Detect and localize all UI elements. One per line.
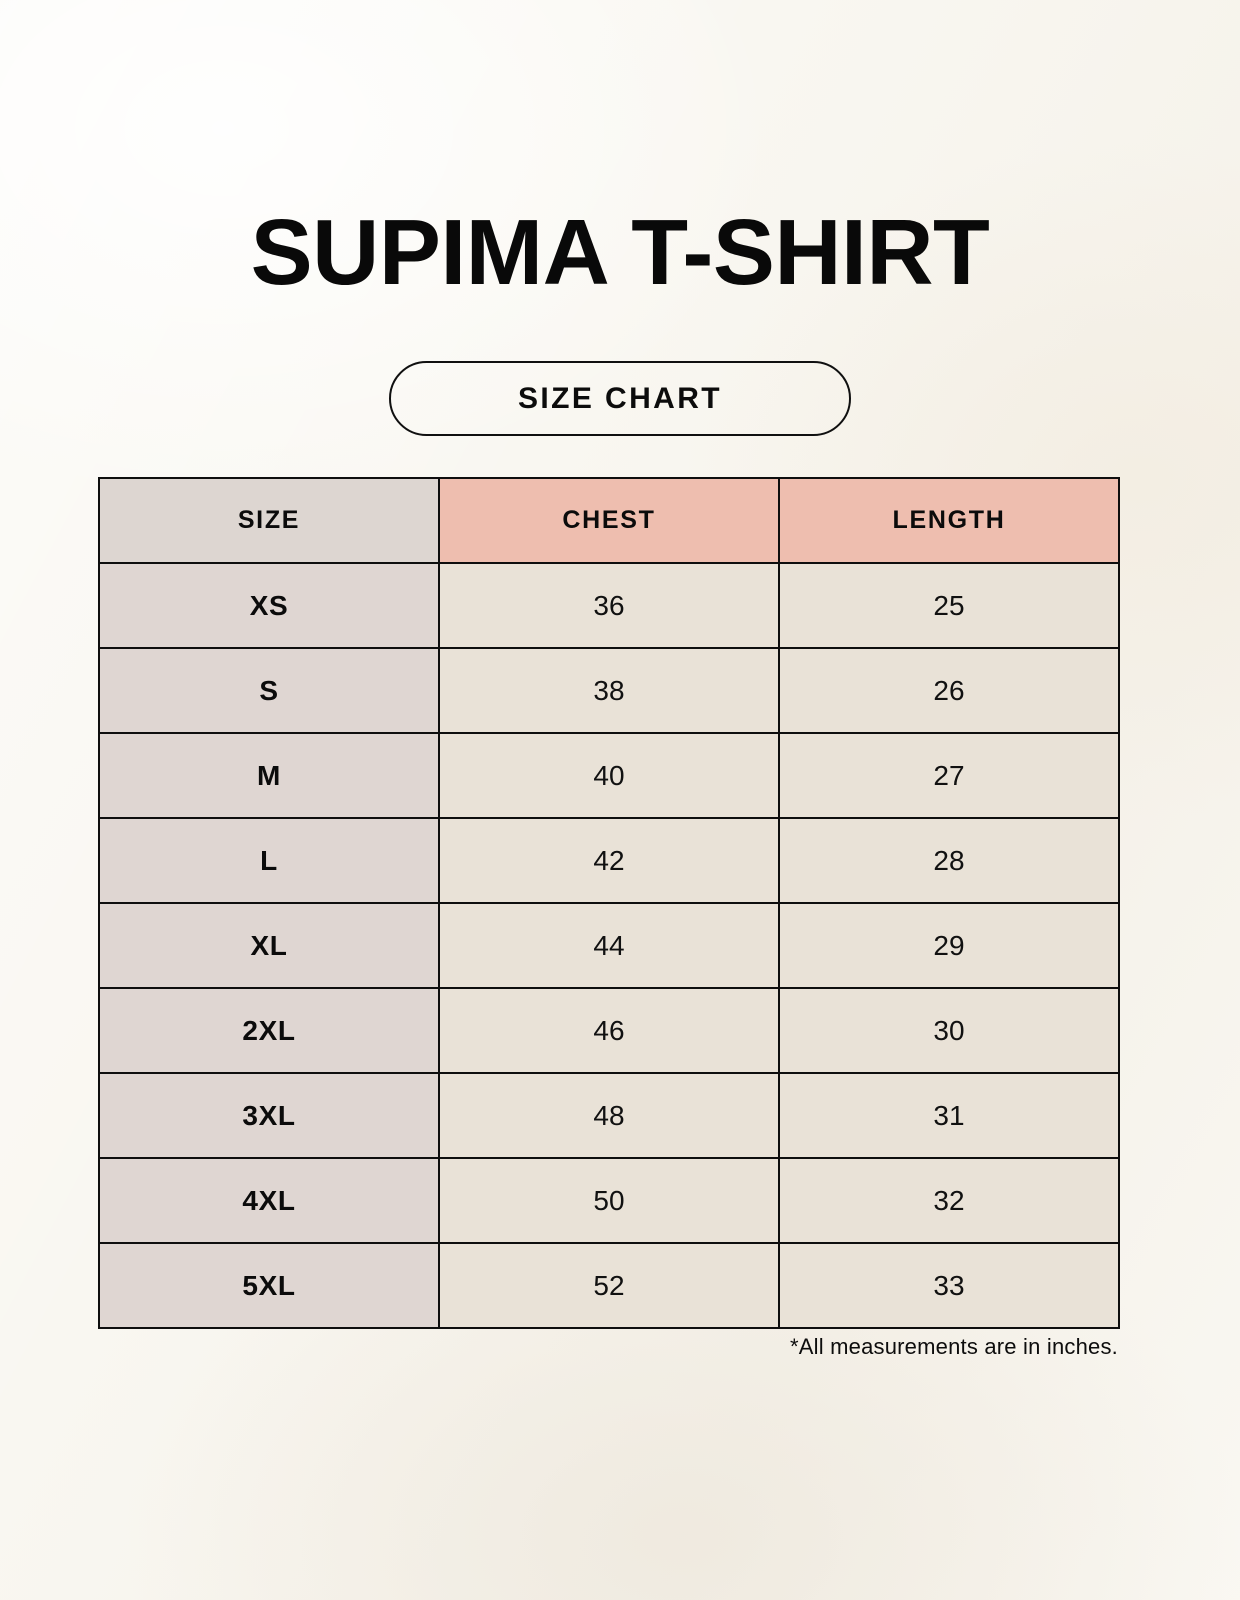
column-header-chest: CHEST <box>438 477 780 564</box>
size-chart-table: SIZE CHEST LENGTH XS 36 25 S 38 26 M <box>98 477 1120 1329</box>
cell-size: 2XL <box>98 987 440 1074</box>
cell-size: 3XL <box>98 1072 440 1159</box>
measurements-footnote: *All measurements are in inches. <box>790 1334 1118 1359</box>
cell-size: S <box>98 647 440 734</box>
table-row: XL 44 29 <box>98 902 1120 989</box>
table-header: SIZE CHEST LENGTH <box>98 477 1120 564</box>
cell-length: 32 <box>778 1157 1120 1244</box>
size-table-container: SIZE CHEST LENGTH XS 36 25 S 38 26 M <box>98 477 1120 1329</box>
cell-size: L <box>98 817 440 904</box>
cell-length: 25 <box>778 562 1120 649</box>
cell-chest: 50 <box>438 1157 780 1244</box>
table-row: S 38 26 <box>98 647 1120 734</box>
table-row: 2XL 46 30 <box>98 987 1120 1074</box>
table-row: 4XL 50 32 <box>98 1157 1120 1244</box>
table-row: 3XL 48 31 <box>98 1072 1120 1159</box>
cell-chest: 46 <box>438 987 780 1074</box>
table-row: XS 36 25 <box>98 562 1120 649</box>
size-chart-badge-label: SIZE CHART <box>518 381 722 415</box>
table-row: 5XL 52 33 <box>98 1242 1120 1329</box>
column-header-length: LENGTH <box>778 477 1120 564</box>
page-title: SUPIMA T-SHIRT <box>250 200 990 304</box>
table-header-row: SIZE CHEST LENGTH <box>98 477 1120 564</box>
size-chart-badge: SIZE CHART <box>389 361 851 436</box>
cell-chest: 44 <box>438 902 780 989</box>
cell-size: 5XL <box>98 1242 440 1329</box>
cell-length: 28 <box>778 817 1120 904</box>
cell-size: XL <box>98 902 440 989</box>
table-body: XS 36 25 S 38 26 M 40 27 L 42 28 <box>98 562 1120 1329</box>
table-row: L 42 28 <box>98 817 1120 904</box>
table-row: M 40 27 <box>98 732 1120 819</box>
cell-chest: 52 <box>438 1242 780 1329</box>
cell-chest: 38 <box>438 647 780 734</box>
cell-chest: 40 <box>438 732 780 819</box>
cell-size: M <box>98 732 440 819</box>
column-header-size: SIZE <box>98 477 440 564</box>
cell-chest: 36 <box>438 562 780 649</box>
cell-length: 31 <box>778 1072 1120 1159</box>
cell-length: 26 <box>778 647 1120 734</box>
cell-chest: 48 <box>438 1072 780 1159</box>
cell-chest: 42 <box>438 817 780 904</box>
cell-length: 27 <box>778 732 1120 819</box>
cell-length: 29 <box>778 902 1120 989</box>
cell-length: 33 <box>778 1242 1120 1329</box>
cell-size: XS <box>98 562 440 649</box>
cell-size: 4XL <box>98 1157 440 1244</box>
cell-length: 30 <box>778 987 1120 1074</box>
